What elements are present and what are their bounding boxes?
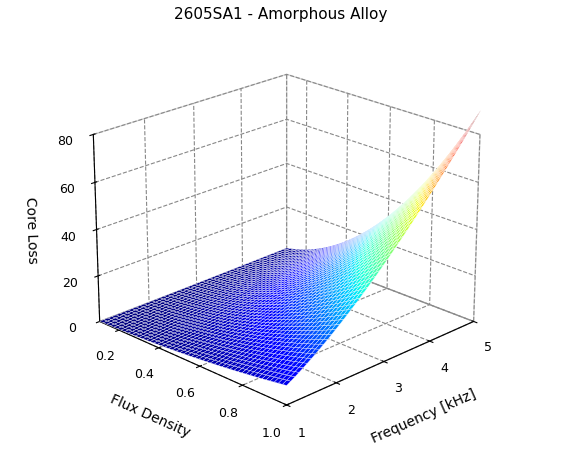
Y-axis label: Flux Density: Flux Density	[107, 391, 192, 439]
X-axis label: Frequency [kHz]: Frequency [kHz]	[369, 386, 478, 445]
Title: 2605SA1 - Amorphous Alloy: 2605SA1 - Amorphous Alloy	[174, 7, 388, 22]
